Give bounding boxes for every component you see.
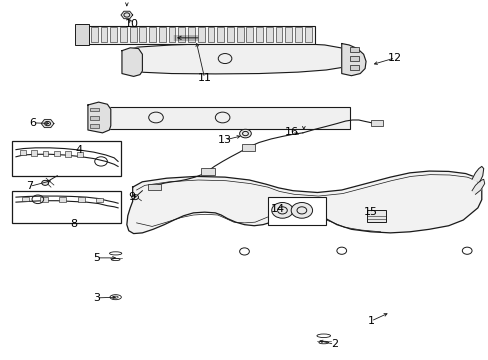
Bar bbox=[198, 27, 204, 42]
Bar bbox=[275, 27, 282, 42]
Bar bbox=[31, 150, 37, 156]
Text: 7: 7 bbox=[26, 181, 33, 192]
Bar bbox=[188, 27, 195, 42]
Bar bbox=[241, 144, 255, 151]
Text: 10: 10 bbox=[124, 18, 139, 28]
Circle shape bbox=[131, 195, 138, 200]
Bar bbox=[90, 116, 99, 120]
Bar bbox=[129, 27, 136, 42]
Text: 5: 5 bbox=[93, 253, 100, 263]
Bar bbox=[120, 27, 126, 42]
Bar bbox=[59, 197, 66, 202]
Bar bbox=[226, 27, 233, 42]
Bar bbox=[20, 150, 26, 156]
Bar bbox=[147, 184, 161, 190]
Text: 15: 15 bbox=[363, 207, 377, 217]
Bar bbox=[54, 151, 60, 157]
Bar bbox=[90, 107, 350, 129]
Bar bbox=[41, 197, 48, 202]
Bar bbox=[207, 27, 214, 42]
Bar bbox=[22, 197, 29, 202]
Bar bbox=[370, 120, 382, 126]
Text: 9: 9 bbox=[128, 192, 135, 202]
Bar bbox=[178, 27, 185, 42]
Bar bbox=[110, 27, 117, 42]
Bar bbox=[12, 191, 120, 223]
Bar bbox=[267, 197, 325, 225]
Bar bbox=[96, 198, 103, 202]
Bar bbox=[366, 210, 386, 222]
Polygon shape bbox=[341, 44, 366, 76]
Bar bbox=[85, 26, 314, 44]
Text: 13: 13 bbox=[218, 135, 232, 145]
Text: 11: 11 bbox=[197, 73, 211, 83]
Bar bbox=[350, 65, 359, 69]
Bar bbox=[201, 168, 214, 175]
Polygon shape bbox=[88, 102, 111, 133]
Bar bbox=[265, 27, 272, 42]
Bar bbox=[101, 27, 107, 42]
Bar bbox=[90, 108, 99, 111]
Bar bbox=[256, 27, 263, 42]
Polygon shape bbox=[122, 48, 142, 76]
Text: 4: 4 bbox=[76, 145, 82, 155]
Bar bbox=[294, 27, 301, 42]
Bar bbox=[42, 151, 48, 156]
Circle shape bbox=[290, 203, 312, 218]
Polygon shape bbox=[122, 43, 351, 74]
Bar bbox=[91, 27, 98, 42]
Bar bbox=[149, 27, 156, 42]
Bar bbox=[217, 27, 224, 42]
Polygon shape bbox=[121, 11, 132, 19]
Bar bbox=[350, 48, 359, 52]
Text: 6: 6 bbox=[29, 118, 37, 128]
Bar bbox=[350, 57, 359, 61]
Bar bbox=[12, 141, 120, 176]
Bar bbox=[139, 27, 146, 42]
Text: 1: 1 bbox=[366, 316, 374, 326]
Text: 12: 12 bbox=[387, 53, 402, 63]
Circle shape bbox=[271, 203, 292, 218]
Bar bbox=[75, 24, 89, 45]
Text: 14: 14 bbox=[270, 203, 284, 213]
Text: 16: 16 bbox=[285, 127, 299, 137]
Polygon shape bbox=[471, 166, 483, 182]
Bar bbox=[159, 27, 165, 42]
Text: 8: 8 bbox=[70, 219, 77, 229]
Circle shape bbox=[239, 129, 251, 138]
Bar bbox=[168, 27, 175, 42]
Bar bbox=[65, 152, 71, 157]
Text: 3: 3 bbox=[93, 293, 100, 303]
Bar bbox=[77, 152, 82, 157]
Circle shape bbox=[41, 180, 48, 185]
Text: 2: 2 bbox=[330, 339, 337, 349]
Polygon shape bbox=[41, 120, 54, 127]
Bar bbox=[304, 27, 311, 42]
Polygon shape bbox=[126, 171, 481, 234]
Bar bbox=[236, 27, 243, 42]
Polygon shape bbox=[471, 179, 484, 194]
Bar bbox=[246, 27, 253, 42]
Bar bbox=[90, 124, 99, 128]
Bar bbox=[78, 197, 85, 202]
Bar bbox=[285, 27, 291, 42]
